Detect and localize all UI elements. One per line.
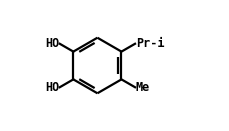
Text: Pr-i: Pr-i (136, 37, 164, 50)
Text: HO: HO (45, 81, 59, 94)
Text: Me: Me (136, 81, 150, 94)
Text: HO: HO (45, 37, 59, 50)
